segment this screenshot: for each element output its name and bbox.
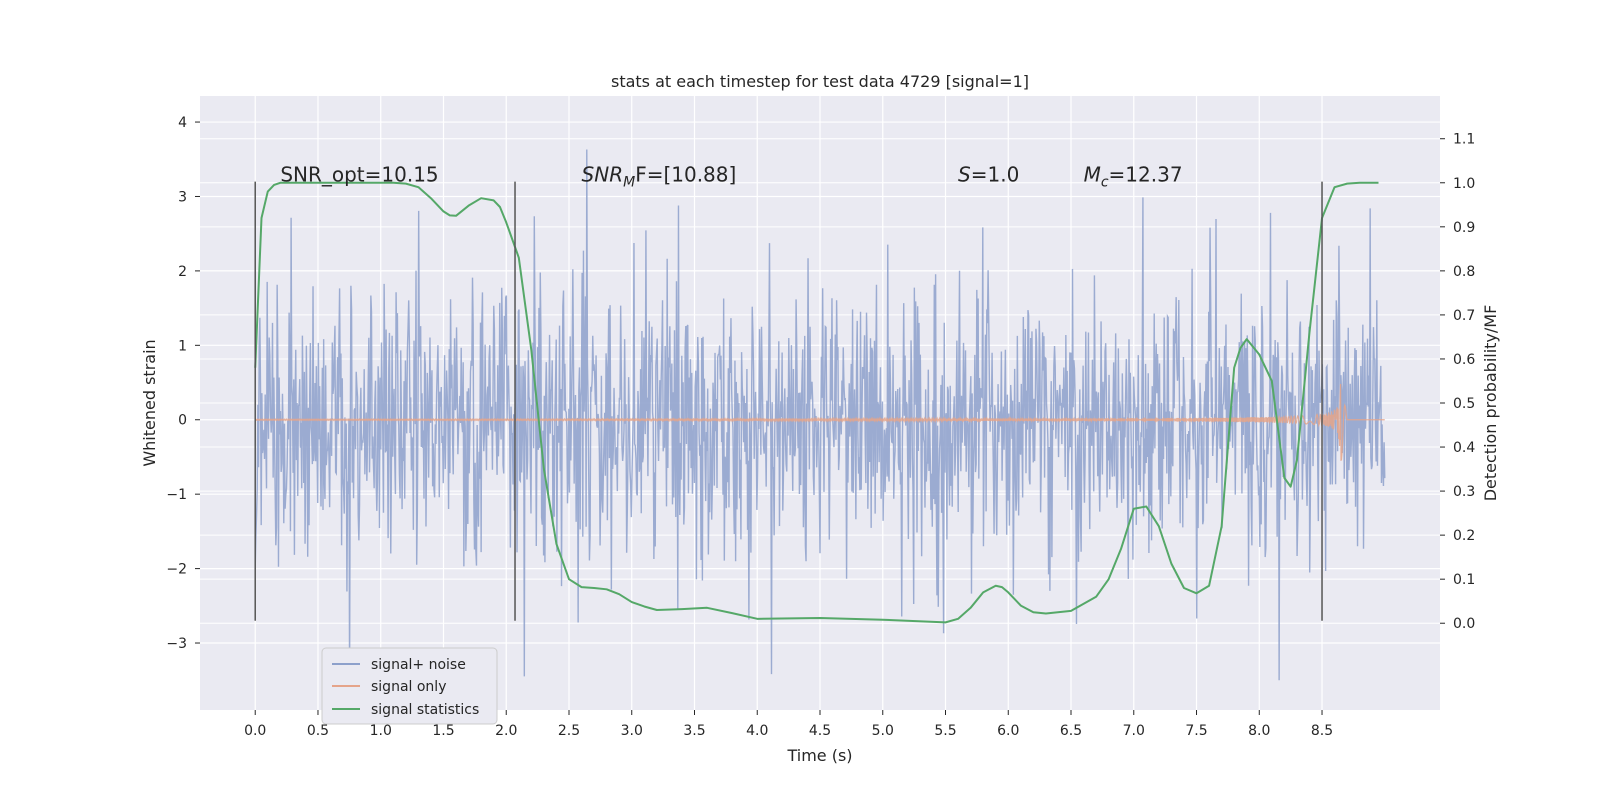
x-axis-label: Time (s) [786,746,852,765]
x-tick-label: 7.5 [1185,723,1207,739]
x-tick-label: 3.0 [621,723,643,739]
x-tick-label: 5.0 [872,723,894,739]
x-tick-label: 3.5 [683,723,705,739]
y-right-tick-label: 0.7 [1453,308,1475,324]
y-right-tick-label: 1.0 [1453,176,1475,192]
y-right-tick-label: 0.1 [1453,572,1475,588]
y-right-tick-label: 0.2 [1453,528,1475,544]
annotation-1: SNRMF=[10.88] [582,163,737,191]
legend-label-signal-only: signal only [371,679,446,695]
chart-title: stats at each timestep for test data 472… [611,72,1029,91]
annotation-3: Mc=12.37 [1084,163,1183,191]
y-right-tick-label: 0.9 [1453,220,1475,236]
y-tick-label: −2 [166,562,187,578]
x-tick-label: 8.0 [1248,723,1270,739]
x-tick-label: 0.5 [307,723,329,739]
annotations: SNR_opt=10.15 SNRMF=[10.88] S=1.0 Mc=12.37 [280,163,1182,191]
series-signal-statistics [254,181,1379,624]
x-tick-label: 6.5 [1060,723,1082,739]
series-signal-noise [254,149,1386,681]
legend-label-signal-noise: signal+ noise [371,657,466,673]
y-right-tick-label: 0.5 [1453,396,1475,412]
x-tick-label: 1.5 [432,723,454,739]
vertical-markers [254,181,1323,621]
x-tick-label: 2.0 [495,723,517,739]
signal-noise-line [254,149,1386,681]
x-tick-label: 4.5 [809,723,831,739]
y-right-axis-ticks: 0.0 0.1 0.2 0.3 0.4 0.5 0.6 0.7 0.8 0.9 1.0 1.1 [1440,132,1475,632]
signal-only-line [254,383,1385,462]
annotation-0: SNR_opt=10.15 [280,163,438,187]
y-right-tick-label: 1.1 [1453,132,1475,148]
y-tick-label: −3 [166,636,187,652]
legend: signal+ noise signal only signal statist… [321,647,498,725]
y-left-axis-label: Whitened strain [140,339,159,466]
y-tick-label: 1 [178,338,187,354]
y-right-axis-label: Detection probability/MF [1481,305,1500,502]
y-right-tick-label: 0.3 [1453,484,1475,500]
x-tick-label: 0.0 [244,723,266,739]
y-right-tick-label: 0.0 [1453,616,1475,632]
y-tick-label: 3 [178,189,187,205]
y-tick-label: 4 [178,115,187,131]
y-right-tick-label: 0.6 [1453,352,1475,368]
x-axis-ticks: 0.0 0.5 1.0 1.5 2.0 2.5 3.0 3.5 4.0 4.5 5.0 5.5 6.0 6… [244,710,1333,739]
y-right-tick-label: 0.8 [1453,264,1475,280]
x-tick-label: 7.0 [1123,723,1145,739]
x-tick-label: 6.0 [997,723,1019,739]
legend-box [321,647,498,725]
y-right-tick-label: 0.4 [1453,440,1475,456]
signal-statistics-line [254,181,1379,624]
y-left-axis-ticks: −3 −2 −1 0 1 2 3 4 [166,115,200,652]
annotation-2: S=1.0 [958,163,1019,187]
x-tick-label: 5.5 [934,723,956,739]
x-tick-label: 2.5 [558,723,580,739]
legend-label-signal-statistics: signal statistics [371,702,479,718]
x-tick-label: 4.0 [746,723,768,739]
y-tick-label: 2 [178,264,187,280]
series-signal-only [254,383,1385,462]
x-tick-label: 8.5 [1311,723,1333,739]
y-tick-label: −1 [166,487,187,503]
x-tick-label: 1.0 [370,723,392,739]
y-tick-label: 0 [178,413,187,429]
